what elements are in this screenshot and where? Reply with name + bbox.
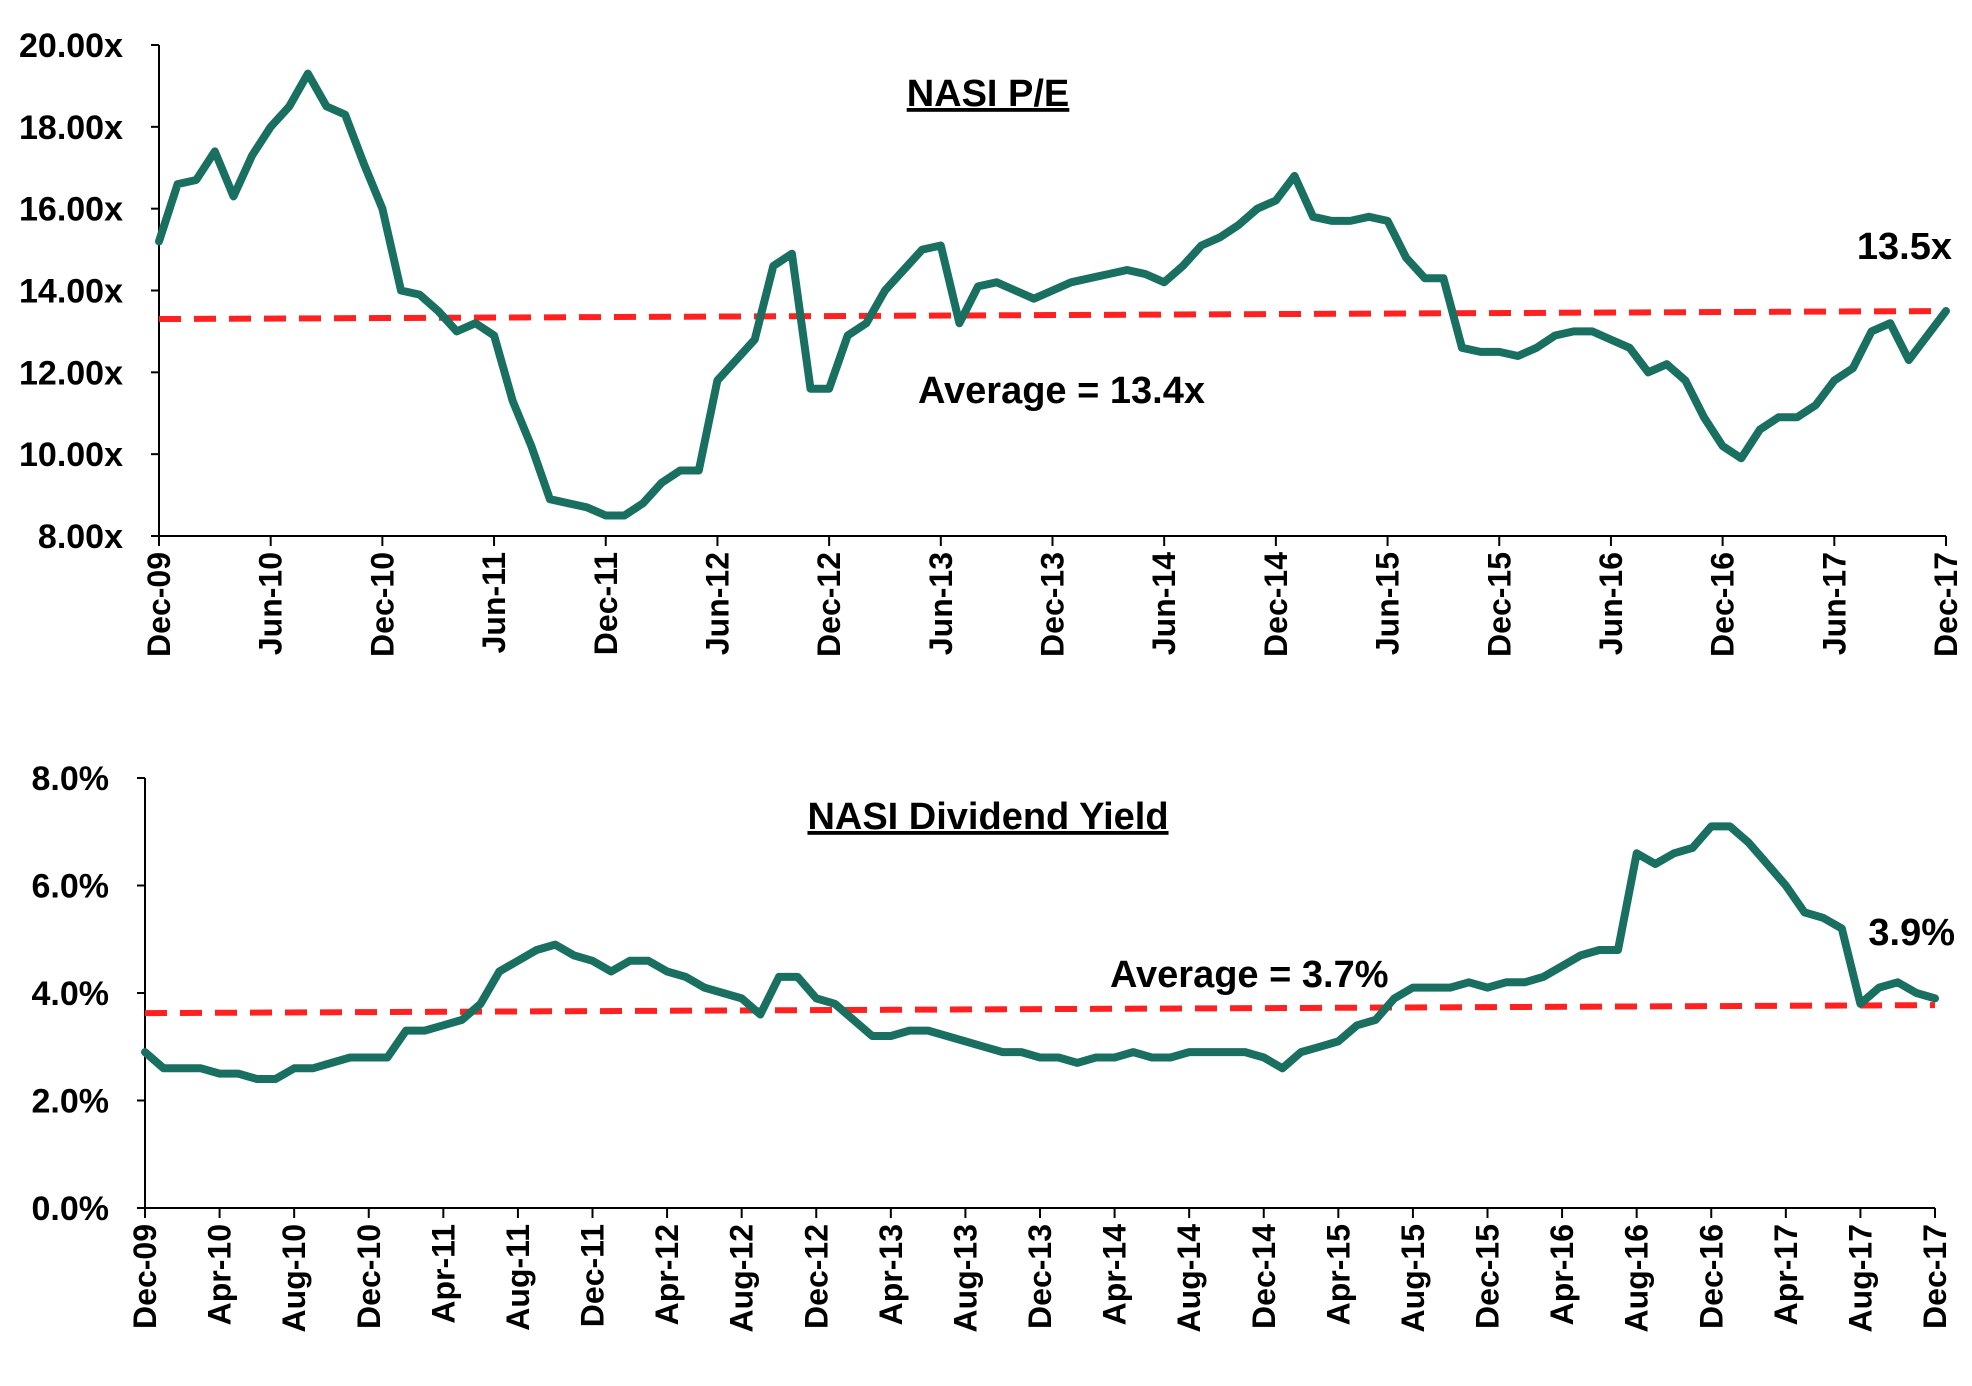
dy-series-line <box>141 822 1939 1083</box>
dy-x-tick-label: Aug-15 <box>1395 1224 1431 1332</box>
pe-x-tick-label: Jun-13 <box>923 552 959 655</box>
pe-y-tick-label: 14.00x <box>19 273 123 311</box>
pe-x-tick-label: Dec-16 <box>1705 552 1741 657</box>
pe-chart-title: NASI P/E <box>907 73 1070 115</box>
pe-x-tick-label: Dec-17 <box>1928 552 1964 657</box>
dy-y-tick-label: 2.0% <box>32 1083 110 1121</box>
pe-x-tick-label: Dec-10 <box>364 552 400 657</box>
pe-series-line <box>155 69 1950 520</box>
pe-x-tick-label: Dec-15 <box>1481 552 1517 657</box>
pe-x-tick-label: Jun-12 <box>699 552 735 655</box>
pe-x-ticks: Dec-09 Jun-10 Dec-10 Jun-11 Dec-11 Jun-12 Dec-… <box>141 536 1964 657</box>
dy-x-tick-label: Dec-09 <box>127 1224 163 1329</box>
pe-last-value-label: 13.5x <box>1857 226 1952 268</box>
pe-chart: 8.00x 10.00x 12.00x 14.00x 16.00x 18.00x 20.00… <box>19 27 1964 657</box>
pe-average-label: Average = 13.4x <box>918 370 1205 412</box>
dy-x-tick-label: Dec-15 <box>1470 1224 1506 1329</box>
dy-x-tick-label: Apr-16 <box>1544 1224 1580 1325</box>
dy-chart-title: NASI Dividend Yield <box>807 796 1168 838</box>
pe-y-tick-label: 12.00x <box>19 354 123 392</box>
pe-x-tick-label: Jun-17 <box>1816 552 1852 655</box>
pe-y-tick-label: 8.00x <box>38 518 123 556</box>
dividend-yield-chart: 0.0%2.0%4.0%6.0%8.0% Dec-09 Apr-10 Aug-10 D… <box>32 760 1956 1332</box>
dy-x-tick-label: Apr-12 <box>649 1224 685 1325</box>
dy-last-value-label: 3.9% <box>1868 912 1955 954</box>
dy-average-label: Average = 3.7% <box>1110 954 1389 996</box>
dy-average-line <box>144 1002 1936 1017</box>
pe-y-tick-label: 16.00x <box>19 191 123 229</box>
dy-y-tick-label: 4.0% <box>32 975 110 1013</box>
dy-x-tick-label: Apr-11 <box>425 1224 461 1324</box>
dy-x-tick-label: Aug-14 <box>1171 1224 1207 1333</box>
dy-x-tick-label: Dec-17 <box>1917 1224 1953 1329</box>
dy-x-tick-label: Aug-17 <box>1842 1224 1878 1332</box>
dy-x-tick-label: Apr-17 <box>1768 1224 1804 1325</box>
pe-y-ticks: 8.00x 10.00x 12.00x 14.00x 16.00x 18.00x 20.00… <box>19 27 159 556</box>
dy-x-tick-label: Dec-14 <box>1246 1224 1282 1329</box>
dy-x-tick-label: Dec-16 <box>1693 1224 1729 1329</box>
pe-y-tick-label: 18.00x <box>19 109 123 147</box>
pe-y-tick-label: 20.00x <box>19 27 123 65</box>
dy-x-tick-label: Apr-10 <box>202 1224 238 1325</box>
dy-y-ticks: 0.0% 2.0% 4.0% 6.0% 8.0% <box>32 760 145 1228</box>
pe-x-tick-label: Jun-15 <box>1370 552 1406 655</box>
dy-x-ticks: Dec-09 Apr-10 Aug-10 Dec-10 Apr-11 Aug-11 Dec-… <box>127 1208 1953 1332</box>
dy-x-tick-label: Dec-11 <box>575 1224 611 1327</box>
dy-y-tick-label: 6.0% <box>32 868 110 906</box>
pe-x-tick-label: Jun-11 <box>476 552 512 653</box>
dy-x-tick-label: Dec-12 <box>798 1224 834 1329</box>
pe-x-tick-label: Jun-10 <box>253 552 289 655</box>
pe-x-tick-label: Dec-11 <box>588 552 624 655</box>
dy-x-tick-label: Aug-11 <box>500 1224 536 1331</box>
dy-y-tick-label: 8.0% <box>32 760 110 798</box>
dy-x-tick-label: Aug-12 <box>724 1224 760 1332</box>
dy-x-tick-label: Dec-13 <box>1022 1224 1058 1329</box>
pe-x-tick-label: Jun-16 <box>1593 552 1629 655</box>
pe-y-tick-label: 10.00x <box>19 436 123 474</box>
dy-x-tick-label: Dec-10 <box>351 1224 387 1329</box>
pe-x-tick-label: Dec-09 <box>141 552 177 657</box>
dy-x-tick-label: Aug-16 <box>1619 1224 1655 1332</box>
pe-x-tick-label: Jun-14 <box>1146 552 1182 655</box>
dy-x-tick-label: Aug-13 <box>947 1224 983 1332</box>
pe-x-tick-label: Dec-13 <box>1035 552 1071 657</box>
pe-x-tick-label: Dec-12 <box>811 552 847 657</box>
pe-x-tick-label: Dec-14 <box>1258 552 1294 657</box>
dy-x-tick-label: Apr-15 <box>1320 1224 1356 1325</box>
pe-average-line <box>158 308 1947 323</box>
dy-x-tick-label: Apr-13 <box>873 1224 909 1325</box>
dy-x-tick-label: Apr-14 <box>1097 1224 1133 1326</box>
dy-x-tick-label: Aug-10 <box>276 1224 312 1332</box>
dy-y-tick-label: 0.0% <box>32 1190 110 1228</box>
